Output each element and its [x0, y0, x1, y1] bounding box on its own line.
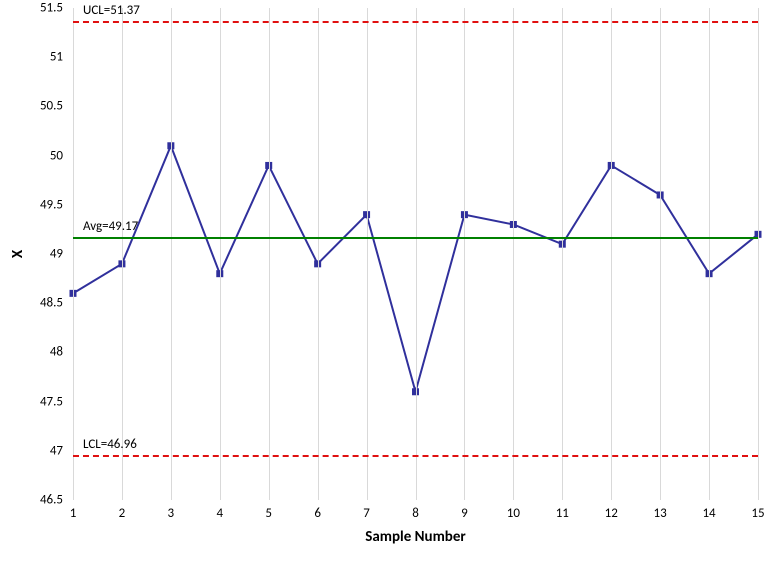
x-gridline	[758, 8, 759, 500]
y-tick-label: 46.5	[0, 493, 63, 508]
x-tick-label: 7	[363, 506, 370, 521]
x-gridline	[709, 8, 710, 500]
x-tick-label: 1	[70, 506, 77, 521]
y-tick-label: 49	[0, 247, 63, 262]
y-tick-label: 50	[0, 148, 63, 163]
x-gridline	[220, 8, 221, 500]
x-gridline	[562, 8, 563, 500]
x-tick-label: 8	[412, 506, 419, 521]
y-tick-label: 49.5	[0, 197, 63, 212]
x-tick-label: 2	[119, 506, 126, 521]
x-tick-label: 5	[265, 506, 272, 521]
y-tick-label: 48.5	[0, 296, 63, 311]
y-tick-label: 50.5	[0, 99, 63, 114]
ucl-line	[73, 21, 758, 23]
x-tick-label: 14	[702, 506, 715, 521]
lcl-line	[73, 455, 758, 457]
x-gridline	[171, 8, 172, 500]
lcl-label: LCL=46.96	[83, 437, 137, 452]
x-gridline	[660, 8, 661, 500]
avg-label: Avg=49.17	[83, 219, 138, 234]
x-gridline	[367, 8, 368, 500]
x-axis-title: Sample Number	[365, 528, 465, 546]
y-tick-label: 48	[0, 345, 63, 360]
y-tick-label: 51	[0, 50, 63, 65]
y-tick-label: 47	[0, 443, 63, 458]
y-tick-label: 47.5	[0, 394, 63, 409]
x-tick-label: 10	[507, 506, 520, 521]
x-gridline	[464, 8, 465, 500]
x-tick-label: 15	[751, 506, 764, 521]
x-tick-label: 9	[461, 506, 468, 521]
x-gridline	[416, 8, 417, 500]
x-tick-label: 3	[168, 506, 175, 521]
x-gridline	[513, 8, 514, 500]
x-tick-label: 13	[654, 506, 667, 521]
x-gridline	[269, 8, 270, 500]
x-tick-label: 11	[556, 506, 569, 521]
x-tick-label: 4	[216, 506, 223, 521]
avg-line	[73, 237, 758, 239]
x-gridline	[318, 8, 319, 500]
plot-area: UCL=51.37Avg=49.17LCL=46.96	[73, 8, 758, 500]
x-gridline	[611, 8, 612, 500]
x-gridline	[73, 8, 74, 500]
y-tick-label: 51.5	[0, 1, 63, 16]
x-gridline	[122, 8, 123, 500]
control-chart: UCL=51.37Avg=49.17LCL=46.96 X Sample Num…	[0, 0, 770, 562]
x-tick-label: 12	[605, 506, 618, 521]
x-tick-label: 6	[314, 506, 321, 521]
ucl-label: UCL=51.37	[83, 3, 140, 18]
